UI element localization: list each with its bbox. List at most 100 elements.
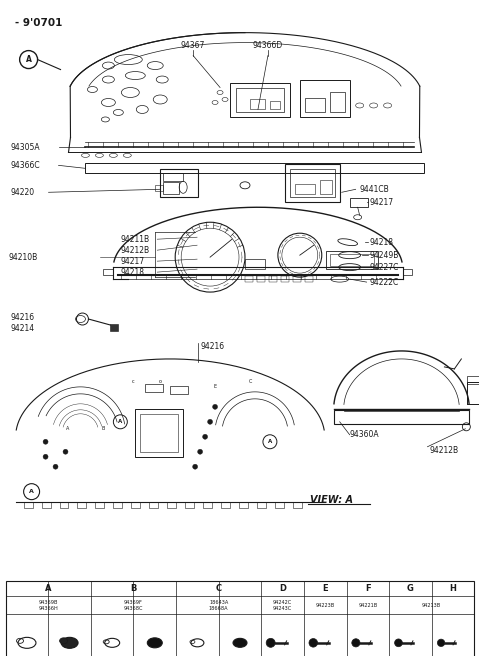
Bar: [320, 180, 332, 194]
Text: C: C: [216, 585, 222, 593]
Text: 94218: 94218: [370, 238, 394, 246]
Text: 9441CB: 9441CB: [360, 185, 389, 194]
Bar: [250, 99, 265, 110]
Text: 94218: 94218: [120, 267, 144, 277]
Text: 94222C: 94222C: [370, 278, 399, 286]
Bar: [170, 386, 188, 394]
Text: 94223B: 94223B: [315, 603, 335, 608]
Text: B: B: [102, 426, 105, 431]
Bar: [239, 502, 248, 508]
Circle shape: [53, 464, 58, 469]
Circle shape: [437, 639, 445, 646]
Text: E: E: [323, 585, 328, 593]
Bar: [103, 269, 113, 275]
Bar: [145, 384, 163, 392]
Bar: [149, 502, 158, 508]
Bar: [163, 182, 179, 194]
Ellipse shape: [60, 638, 68, 644]
Text: 94249B: 94249B: [370, 251, 399, 260]
Bar: [60, 502, 69, 508]
Bar: [203, 502, 212, 508]
Bar: [245, 276, 253, 282]
Bar: [6, 581, 474, 657]
Bar: [96, 502, 104, 508]
Bar: [350, 198, 368, 207]
Bar: [468, 376, 480, 384]
Text: 94242C
94243C: 94242C 94243C: [273, 600, 292, 611]
Bar: [269, 276, 277, 282]
Text: 94213B: 94213B: [422, 603, 441, 608]
Text: 94369F
94368C: 94369F 94368C: [124, 600, 143, 611]
Text: A: A: [66, 426, 69, 431]
Text: 94217: 94217: [120, 257, 144, 265]
Bar: [270, 101, 280, 110]
Bar: [295, 185, 315, 194]
Bar: [330, 93, 345, 112]
Text: A: A: [25, 55, 32, 64]
Text: 94305A: 94305A: [11, 143, 40, 152]
Text: 94212B: 94212B: [430, 446, 458, 455]
Text: 94369B
94366H: 94369B 94366H: [38, 600, 58, 611]
Text: 94366C: 94366C: [11, 161, 40, 170]
Text: 94212B: 94212B: [120, 246, 149, 255]
Bar: [330, 254, 373, 266]
Circle shape: [309, 639, 318, 647]
Bar: [257, 502, 266, 508]
Text: D: D: [279, 585, 286, 593]
Bar: [257, 276, 265, 282]
Circle shape: [43, 440, 48, 444]
Text: 94211B: 94211B: [120, 235, 149, 244]
Bar: [468, 382, 480, 404]
Bar: [305, 99, 325, 112]
Bar: [236, 87, 284, 112]
Bar: [155, 185, 163, 191]
Bar: [290, 170, 335, 197]
Circle shape: [63, 449, 68, 454]
Bar: [185, 502, 194, 508]
Bar: [334, 410, 469, 424]
Circle shape: [395, 639, 402, 646]
Circle shape: [192, 464, 198, 469]
Text: F: F: [365, 585, 371, 593]
Ellipse shape: [61, 637, 78, 648]
Text: A: A: [118, 419, 122, 424]
Bar: [42, 502, 50, 508]
Text: E: E: [214, 384, 216, 390]
Circle shape: [207, 419, 213, 424]
Bar: [230, 83, 290, 118]
Bar: [285, 164, 340, 202]
Bar: [24, 502, 33, 508]
Text: A: A: [45, 585, 51, 593]
Text: A: A: [268, 440, 272, 444]
Bar: [245, 259, 265, 269]
Bar: [403, 269, 412, 275]
Text: VIEW: A: VIEW: A: [310, 495, 353, 505]
Text: 94217: 94217: [370, 198, 394, 207]
Text: H: H: [450, 585, 456, 593]
Bar: [300, 79, 350, 118]
Text: 94210B: 94210B: [9, 253, 38, 261]
Bar: [221, 502, 230, 508]
Text: 94220: 94220: [11, 188, 35, 197]
Circle shape: [266, 639, 275, 647]
Circle shape: [43, 454, 48, 459]
Bar: [77, 502, 86, 508]
Bar: [132, 502, 140, 508]
Circle shape: [213, 404, 217, 409]
Bar: [163, 173, 183, 181]
Bar: [275, 502, 284, 508]
Circle shape: [203, 434, 207, 440]
Text: c: c: [132, 379, 134, 384]
Text: 94367: 94367: [181, 41, 205, 49]
Bar: [160, 170, 198, 197]
Text: 94227C: 94227C: [370, 263, 399, 271]
Text: C: C: [248, 379, 252, 384]
Text: o: o: [159, 379, 162, 384]
Bar: [293, 276, 301, 282]
Text: 18643A
18668A: 18643A 18668A: [209, 600, 228, 611]
Bar: [305, 276, 313, 282]
Bar: [281, 276, 289, 282]
Ellipse shape: [233, 639, 247, 647]
Bar: [85, 164, 424, 173]
Bar: [110, 324, 119, 331]
